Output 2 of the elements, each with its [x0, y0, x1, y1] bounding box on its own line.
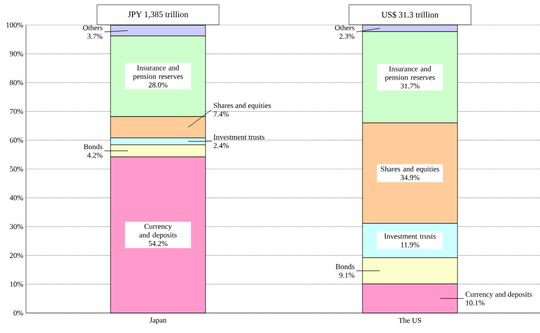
text: US$ 31.3 trillion: [382, 11, 438, 18]
text: JPY 1,385 trillion: [128, 11, 188, 18]
